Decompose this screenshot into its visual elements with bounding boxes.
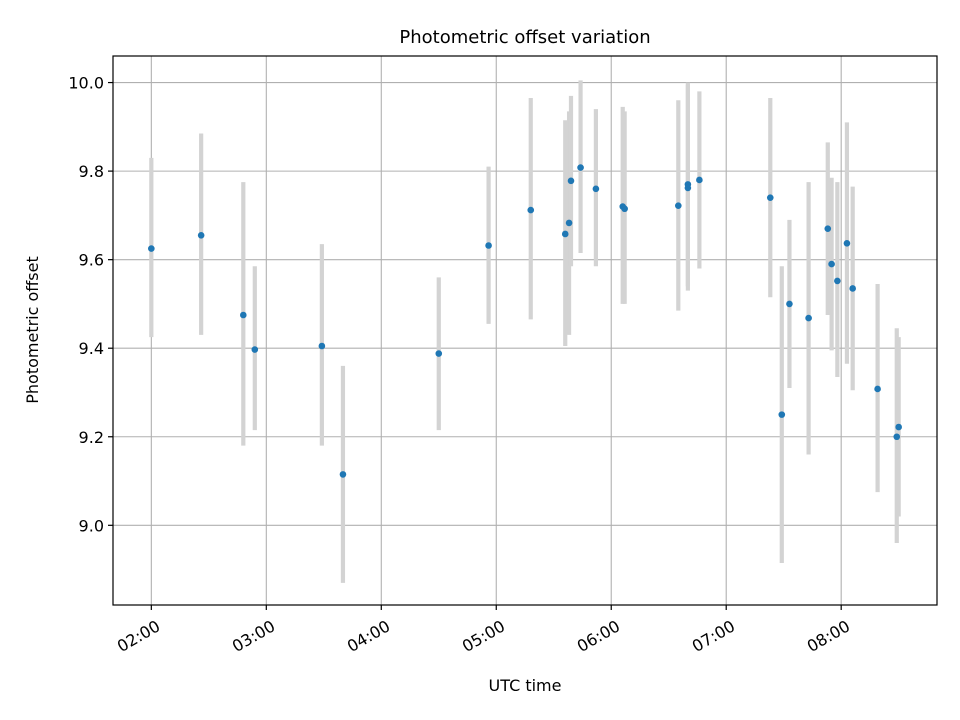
data-point <box>561 230 569 238</box>
data-point <box>567 177 575 185</box>
data-point <box>895 423 902 431</box>
data-point <box>565 219 573 227</box>
data-point <box>824 225 832 232</box>
data-point <box>834 277 841 285</box>
data-point <box>684 184 692 192</box>
data-point <box>786 300 793 308</box>
data-point <box>778 411 786 418</box>
data-point <box>435 350 443 357</box>
data-point <box>874 385 881 393</box>
grid <box>113 56 937 605</box>
data-point <box>805 314 812 322</box>
data-point <box>675 202 682 209</box>
data-point <box>527 206 535 214</box>
chart-title: Photometric offset variation <box>399 27 650 48</box>
data-point <box>843 239 851 247</box>
data-point <box>485 242 492 249</box>
data-point <box>766 194 774 201</box>
y-tick-label: 9.8 <box>79 162 104 181</box>
y-tick-label: 9.0 <box>79 516 104 535</box>
y-tick-label: 9.2 <box>79 428 104 447</box>
data-points <box>148 164 902 478</box>
x-axis-label: UTC time <box>489 676 562 695</box>
data-point <box>621 205 628 213</box>
y-axis-label: Photometric offset <box>23 256 42 404</box>
data-point <box>148 245 155 252</box>
y-tick-label: 9.6 <box>79 251 104 270</box>
data-point <box>893 433 901 441</box>
data-point <box>828 260 835 268</box>
data-point <box>197 232 205 239</box>
data-point <box>577 164 584 171</box>
y-tick-label: 9.4 <box>79 339 104 358</box>
data-point <box>251 346 259 353</box>
data-point <box>339 471 347 478</box>
y-tick-label: 10.0 <box>68 74 104 93</box>
data-point <box>849 285 856 292</box>
data-point <box>240 311 247 319</box>
data-point <box>696 176 703 184</box>
data-point <box>592 185 600 193</box>
data-point <box>318 342 326 350</box>
plot-frame <box>112 55 938 606</box>
